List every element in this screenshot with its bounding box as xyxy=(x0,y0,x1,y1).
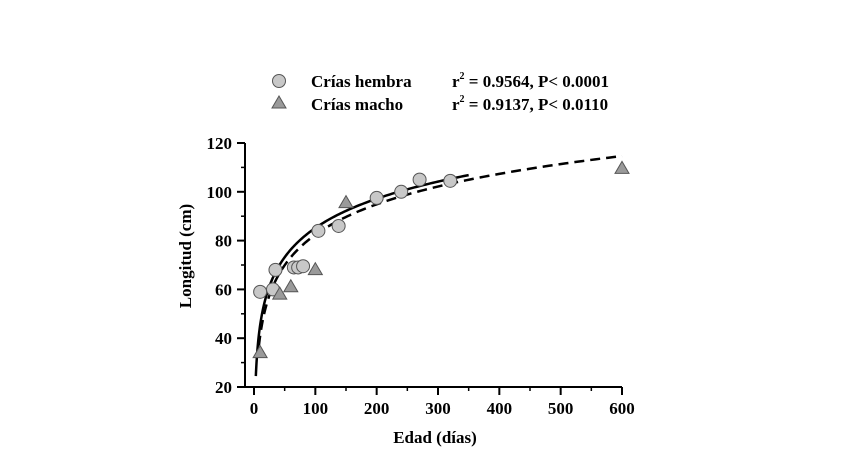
x-tick-label: 600 xyxy=(609,399,635,418)
x-ticks: 0 100 200 300 400 500 600 xyxy=(250,387,635,418)
y-ticks: 20 40 60 80 100 120 xyxy=(207,134,245,397)
y-tick-label: 20 xyxy=(215,378,232,397)
data-points xyxy=(252,160,630,359)
x-tick-label: 200 xyxy=(364,399,390,418)
legend-marker-macho xyxy=(271,95,287,109)
y-tick-label: 40 xyxy=(215,329,232,348)
point-macho xyxy=(252,344,269,359)
legend-r2-hembra: r2 = 0.9564, P< 0.0001 xyxy=(452,71,609,91)
point-hembra xyxy=(331,218,346,233)
x-tick-label: 400 xyxy=(487,399,513,418)
point-macho xyxy=(614,160,630,174)
legend-r2-macho: r2 = 0.9137, P< 0.0110 xyxy=(452,94,608,114)
point-hembra xyxy=(394,184,409,199)
x-axis-label: Edad (días) xyxy=(393,428,477,447)
fit-curve-hembra xyxy=(254,173,469,377)
point-macho xyxy=(271,286,288,300)
y-tick-label: 60 xyxy=(215,280,232,299)
y-tick-label: 120 xyxy=(207,134,233,153)
fit-curves xyxy=(254,154,623,377)
legend-label-macho: Crías macho xyxy=(311,95,403,114)
y-tick-label: 80 xyxy=(215,232,232,251)
point-hembra xyxy=(296,259,311,274)
legend: Crías hembra r2 = 0.9564, P< 0.0001 Cría… xyxy=(271,71,609,114)
x-tick-label: 0 xyxy=(250,399,259,418)
y-tick-label: 100 xyxy=(207,183,233,202)
legend-label-hembra: Crías hembra xyxy=(311,72,412,91)
x-tick-label: 300 xyxy=(425,399,451,418)
fit-curve-macho xyxy=(257,154,623,346)
point-hembra xyxy=(443,173,458,188)
point-hembra xyxy=(369,190,384,205)
point-macho xyxy=(338,194,354,209)
point-hembra xyxy=(253,284,268,299)
x-tick-label: 100 xyxy=(303,399,329,418)
point-macho xyxy=(282,278,299,293)
legend-marker-hembra xyxy=(272,74,286,88)
point-hembra xyxy=(412,172,427,187)
y-axis-label: Longitud (cm) xyxy=(176,204,195,308)
point-hembra xyxy=(268,262,283,277)
x-tick-label: 500 xyxy=(548,399,574,418)
point-hembra xyxy=(311,223,326,238)
axes: 20 40 60 80 100 120 0 100 200 300 400 500 600 xyxy=(207,134,635,418)
point-macho xyxy=(307,261,324,276)
